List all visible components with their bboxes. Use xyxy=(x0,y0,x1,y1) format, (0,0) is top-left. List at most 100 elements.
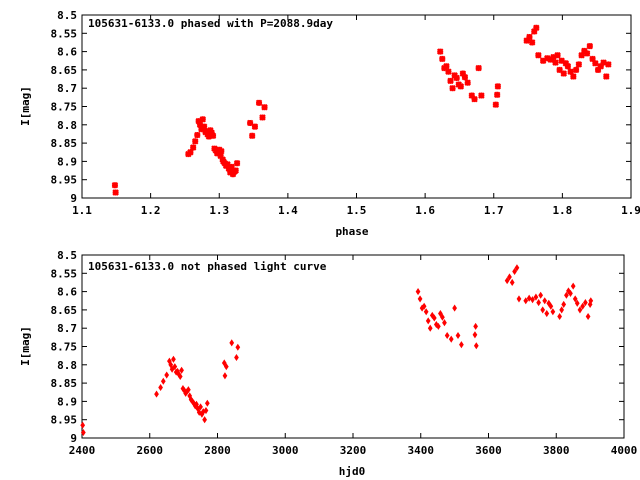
data-point xyxy=(246,119,254,127)
data-point xyxy=(192,138,199,145)
x-tick-label: 2400 xyxy=(69,444,96,457)
data-point xyxy=(538,291,544,299)
y-tick-label: 8.85 xyxy=(51,137,78,150)
data-point xyxy=(417,295,423,303)
y-tick-label: 8.8 xyxy=(57,119,77,132)
unphased-light-curve-chart: 105631-6133.0 not phased light curve hjd… xyxy=(19,249,637,478)
data-point xyxy=(577,306,583,314)
data-point xyxy=(445,68,452,75)
data-point xyxy=(580,302,586,310)
data-point xyxy=(437,48,444,55)
data-point xyxy=(570,73,577,80)
y-tick-label: 9 xyxy=(70,432,77,445)
data-point xyxy=(583,299,588,307)
data-point xyxy=(232,167,239,174)
data-point xyxy=(552,59,559,66)
data-point xyxy=(427,324,433,332)
data-point xyxy=(603,73,610,80)
data-point xyxy=(535,52,542,59)
data-point xyxy=(530,296,535,304)
data-point xyxy=(447,77,454,85)
data-point xyxy=(478,92,485,99)
data-point xyxy=(533,293,539,301)
data-point xyxy=(111,181,119,189)
x-tick-label: 1.1 xyxy=(72,204,92,217)
data-point xyxy=(494,83,502,90)
data-point xyxy=(581,47,588,55)
x-tick-label: 1.9 xyxy=(621,204,640,217)
x-tick-label: 1.5 xyxy=(347,204,367,217)
data-point xyxy=(564,291,569,299)
data-point xyxy=(597,63,605,70)
plot-frame xyxy=(81,254,625,439)
data-point xyxy=(198,403,203,411)
data-point xyxy=(536,299,541,307)
data-point xyxy=(473,322,478,330)
data-point xyxy=(444,331,450,340)
data-point xyxy=(572,295,578,303)
data-point xyxy=(200,123,208,130)
data-point xyxy=(196,408,202,416)
data-point xyxy=(512,267,517,276)
data-point xyxy=(540,306,546,314)
y-tick-label: 8.95 xyxy=(51,174,78,187)
data-point xyxy=(539,57,547,64)
x-tick-label: 3800 xyxy=(543,444,570,457)
x-tick-label: 1.2 xyxy=(141,204,161,217)
data-point xyxy=(589,55,596,63)
data-point xyxy=(558,57,565,64)
data-point xyxy=(251,123,259,130)
data-point xyxy=(509,278,515,286)
y-tick-label: 8.65 xyxy=(51,304,78,317)
x-tick-label: 1.6 xyxy=(415,204,435,217)
y-tick-label: 8.55 xyxy=(51,267,78,280)
data-point xyxy=(575,61,583,68)
data-point xyxy=(554,52,561,59)
data-point xyxy=(205,133,213,140)
data-point xyxy=(224,161,231,168)
data-point xyxy=(588,297,594,305)
data-point xyxy=(544,310,550,318)
data-point xyxy=(461,74,469,81)
y-tick-label: 9 xyxy=(70,192,77,205)
data-point xyxy=(528,39,536,46)
y-tick-label: 8.7 xyxy=(57,82,77,95)
x-tick-label: 3600 xyxy=(475,444,502,457)
data-point xyxy=(585,312,591,321)
data-point xyxy=(564,63,572,70)
data-point xyxy=(194,131,201,139)
data-point xyxy=(560,70,567,77)
data-point xyxy=(493,91,501,98)
data-point xyxy=(561,300,567,308)
y-tick-label: 8.9 xyxy=(57,155,77,168)
y-tick-label: 8.65 xyxy=(51,64,78,77)
data-point xyxy=(550,53,557,61)
data-point xyxy=(158,383,163,392)
data-point xyxy=(261,104,268,111)
data-point xyxy=(473,342,479,350)
data-point xyxy=(544,54,551,62)
data-point xyxy=(229,339,235,347)
y-tick-label: 8.9 xyxy=(57,395,77,408)
data-point xyxy=(208,129,215,137)
data-point xyxy=(583,50,591,57)
data-point xyxy=(179,366,184,374)
data-point xyxy=(255,99,263,107)
data-point xyxy=(452,304,457,312)
x-tick-label: 1.8 xyxy=(552,204,572,217)
y-tick-label: 8.85 xyxy=(51,377,78,390)
data-point xyxy=(235,343,241,351)
y-tick-label: 8.55 xyxy=(51,27,78,40)
data-point xyxy=(199,116,206,123)
data-point xyxy=(164,371,170,379)
y-tick-label: 8.8 xyxy=(57,359,77,372)
data-point xyxy=(547,56,554,63)
data-point xyxy=(438,310,443,318)
y-tick-label: 8.5 xyxy=(57,249,77,262)
data-point xyxy=(516,295,522,303)
data-point xyxy=(442,319,447,327)
data-point xyxy=(195,117,202,125)
data-point xyxy=(568,289,573,297)
data-point xyxy=(217,152,224,160)
data-point xyxy=(154,390,159,398)
